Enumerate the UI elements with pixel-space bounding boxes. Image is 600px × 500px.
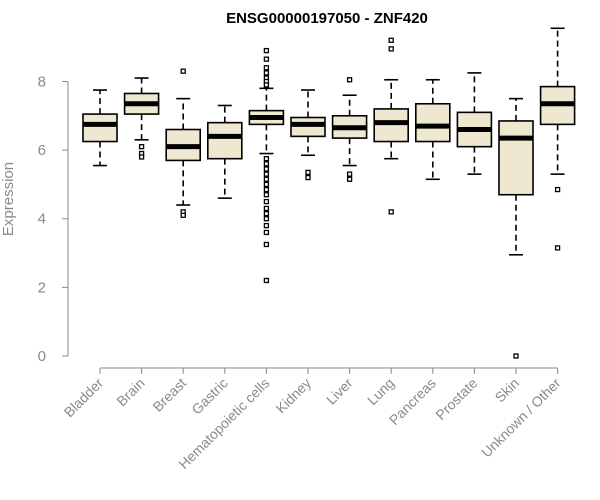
outlier-point [263,216,270,222]
outlier-point [263,176,270,182]
iqr-box [498,120,534,196]
x-tick-label: Breast [149,375,189,415]
outlier-point [263,229,270,236]
iqr-box [414,102,451,143]
outlier-point [263,171,270,177]
outlier-point [388,37,394,43]
outlier-point [554,245,561,251]
box-group [82,89,118,167]
outlier-point [263,205,270,212]
iqr-box [207,121,243,160]
outlier-point [138,144,145,150]
outlier-point [305,169,311,176]
outlier-point [263,277,270,284]
box-group [498,97,534,359]
y-tick-label: 4 [38,211,46,228]
box-group [248,47,285,284]
outlier-point [346,171,353,177]
outlier-point [513,353,519,359]
outlier-point [263,166,270,172]
box-group [165,68,201,218]
box-group [373,37,410,215]
outlier-point [554,186,561,193]
outlier-point [346,77,353,83]
outlier-point [263,210,270,217]
iqr-box [290,116,326,138]
x-tick-label: Unknown / Other [478,375,564,461]
box-group [414,78,451,181]
iqr-box [373,108,410,143]
box-group [539,27,576,251]
x-tick-label: Brain [113,375,147,409]
y-tick-label: 0 [38,348,46,365]
x-tick-label: Skin [492,375,523,406]
outlier-point [138,154,145,160]
box-group [123,77,160,160]
outlier-point [263,47,270,54]
outlier-point [263,181,270,188]
y-tick-label: 6 [38,142,46,159]
outlier-point [263,241,270,248]
outlier-point [263,65,270,71]
chart-title: ENSG00000197050 - ZNF420 [226,10,428,27]
x-tick-label: Lung [364,375,397,408]
outlier-point [263,161,270,167]
outlier-point [263,186,270,193]
outlier-point [263,156,270,162]
box-group [456,72,493,175]
y-axis: 0 2 4 6 8 [38,73,69,365]
outlier-point [346,176,353,182]
outlier-point [263,222,270,229]
outlier-point [180,68,186,74]
outlier-point [305,174,311,181]
x-tick-label: Prostate [432,375,480,423]
x-tick-label: Bladder [61,375,107,421]
box-series [82,27,576,359]
y-tick-label: 2 [38,279,46,296]
box-group [207,104,243,199]
outlier-point [263,82,270,88]
outlier-point [263,56,270,62]
outlier-point [263,192,270,198]
y-axis-label: Expression [0,162,17,236]
box-group [290,89,326,181]
outlier-point [180,212,186,218]
iqr-box [82,113,118,143]
outlier-point [263,70,270,76]
outlier-point [388,209,394,215]
x-tick-label: Kidney [273,375,315,417]
box-group [331,77,368,182]
outlier-point [388,46,394,52]
x-tick-label: Liver [323,375,356,408]
y-tick-label: 8 [38,73,46,90]
outlier-point [263,198,270,205]
